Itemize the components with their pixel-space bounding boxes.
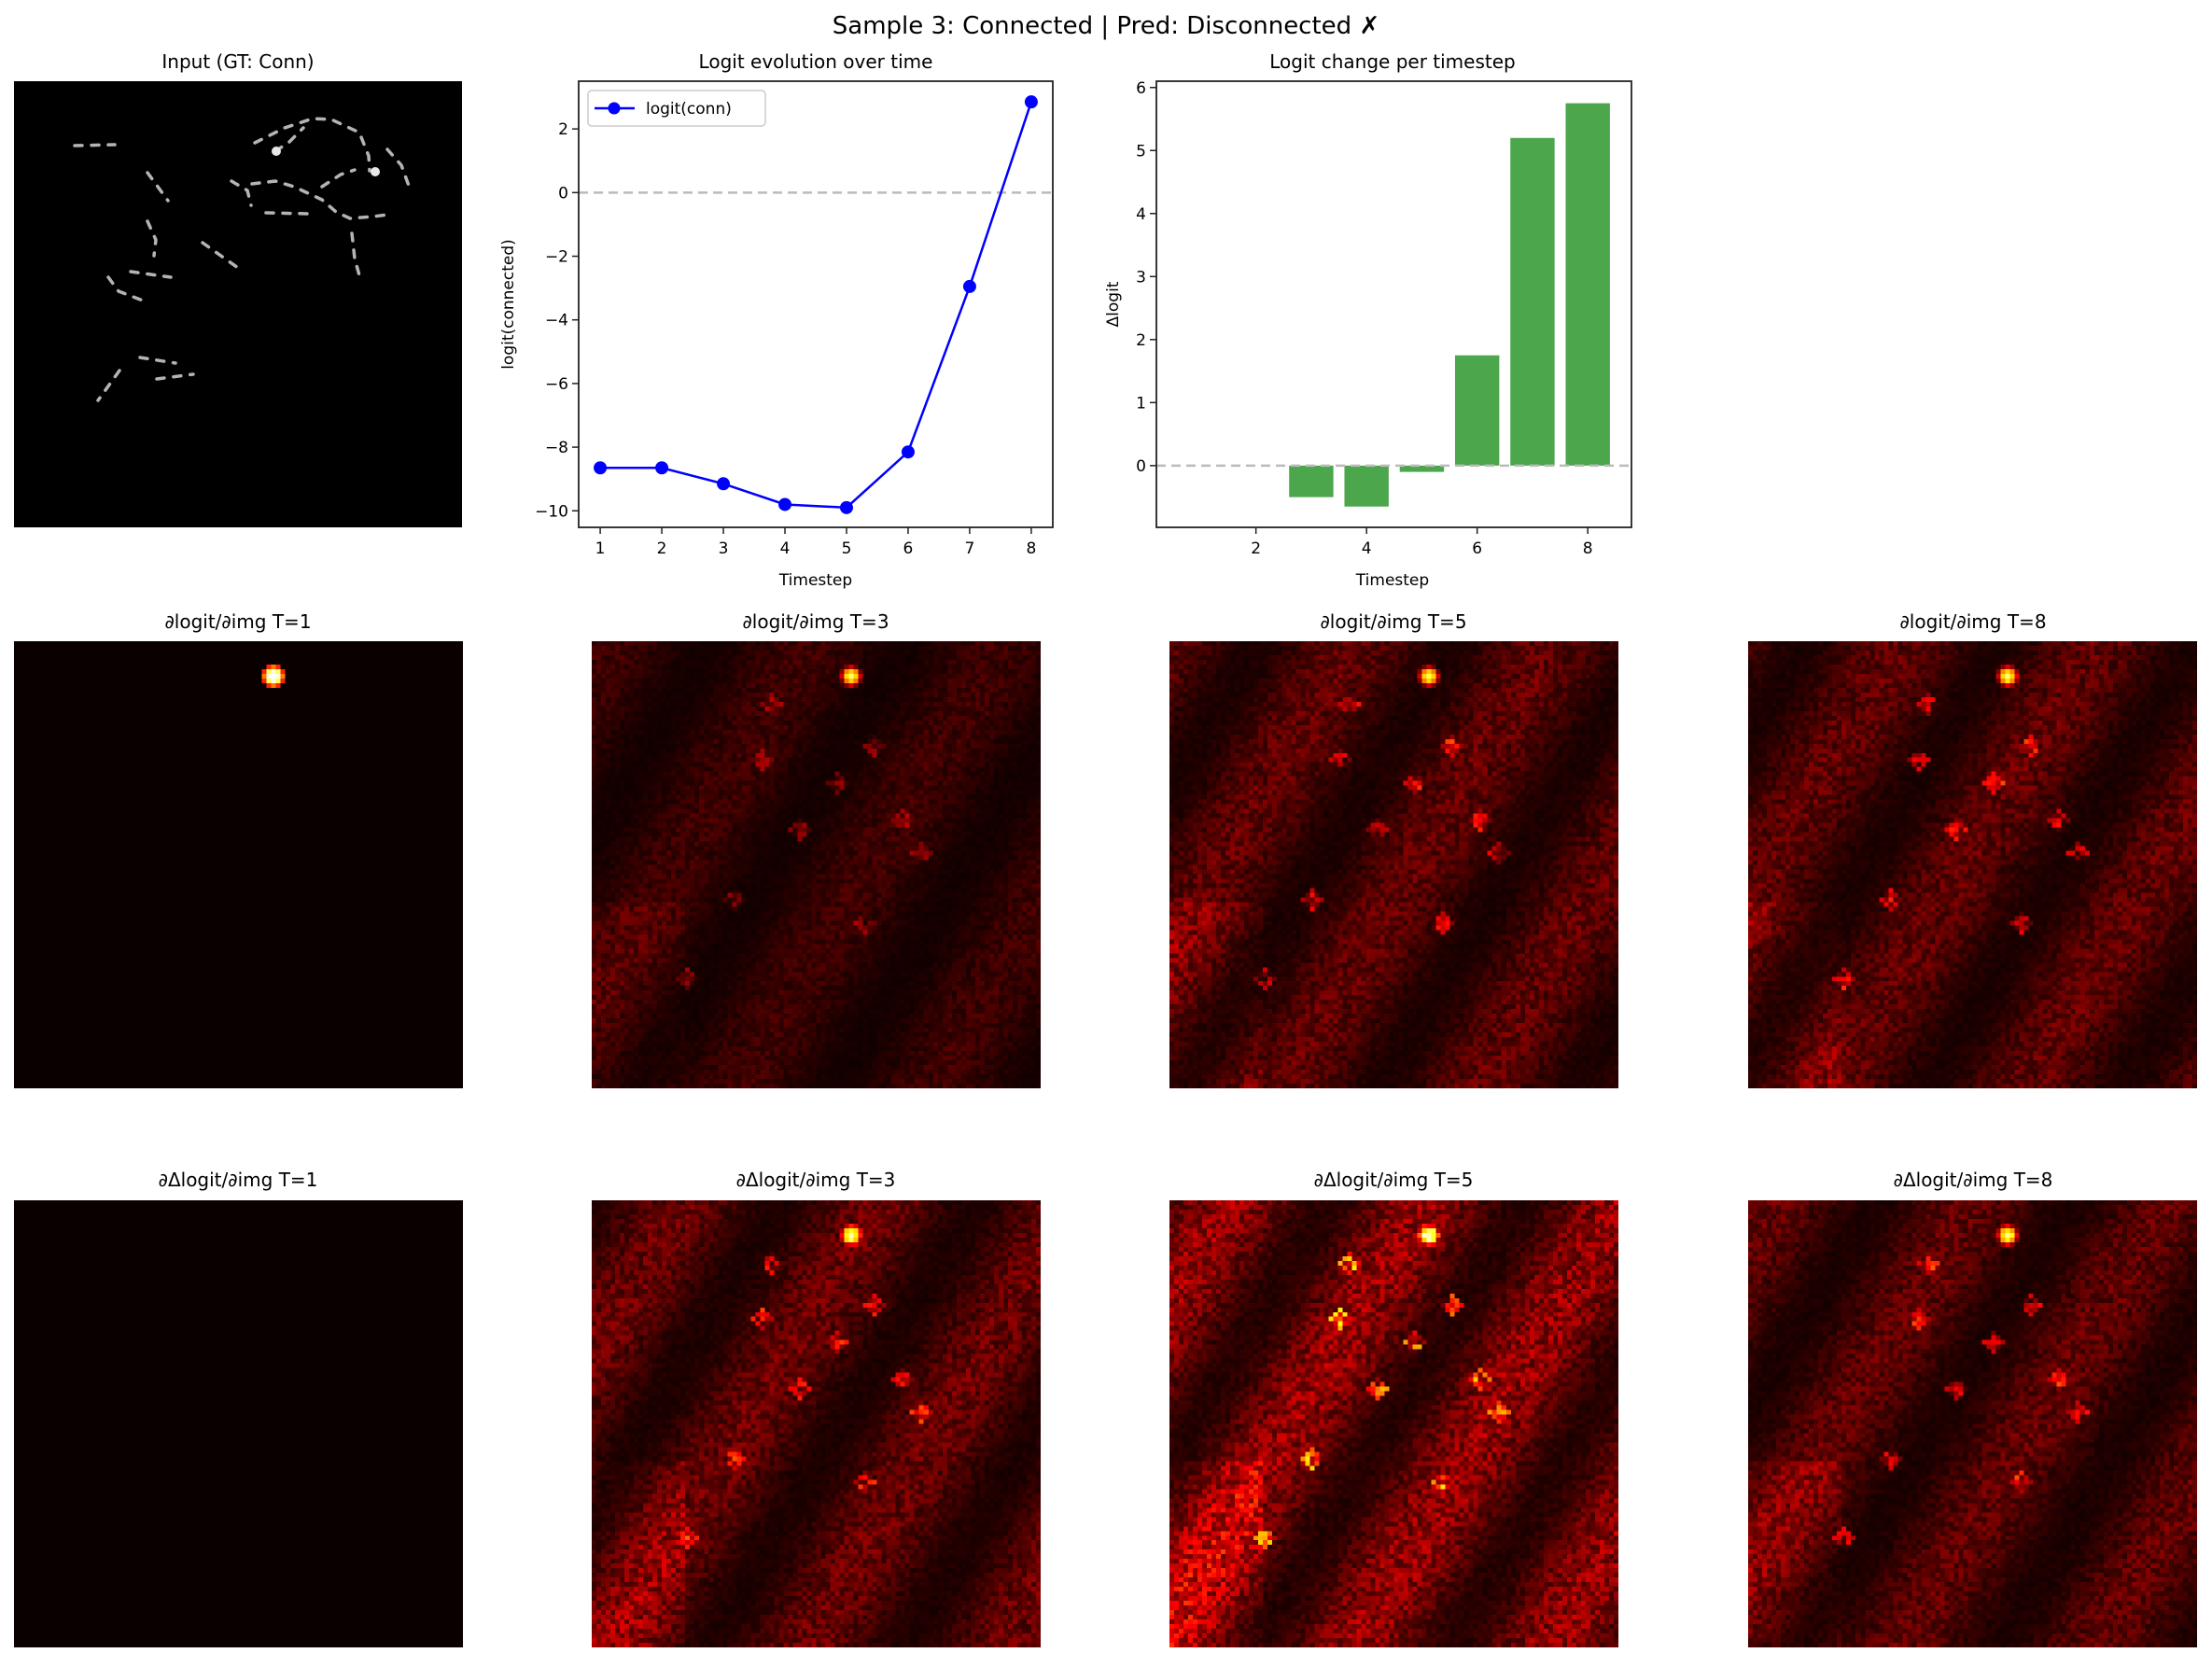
x-tick-label: 8 xyxy=(1583,539,1593,558)
heatmap-title: ∂logit/∂img T=1 xyxy=(164,610,311,633)
x-tick-label: 2 xyxy=(657,539,667,558)
x-tick-label: 6 xyxy=(903,539,914,558)
axes-frame xyxy=(1155,80,1632,528)
logit-evolution-chart: Logit evolution over time Timestep logit… xyxy=(499,50,1054,590)
dashed-path xyxy=(106,275,145,302)
bar xyxy=(1454,355,1500,466)
dashed-path xyxy=(201,241,240,270)
dashed-path xyxy=(250,179,389,220)
data-point xyxy=(594,461,608,475)
y-tick-label: 0 xyxy=(558,184,568,203)
grad-logit-heatmap-t3 xyxy=(592,641,1041,1088)
data-point xyxy=(717,477,731,491)
bar-chart-ylabel: Δlogit xyxy=(1104,281,1123,327)
data-point xyxy=(1024,95,1038,109)
data-point xyxy=(901,445,915,459)
data-point xyxy=(655,461,669,475)
dashed-path xyxy=(385,147,411,188)
dashed-path xyxy=(96,369,121,402)
x-tick-label: 4 xyxy=(1362,539,1372,558)
bar-chart-title: Logit change per timestep xyxy=(1269,50,1515,73)
x-tick-label: 7 xyxy=(965,539,975,558)
grad-delta-heatmap-t5 xyxy=(1169,1200,1618,1647)
logit-change-chart: Logit change per timestep Timestep Δlogi… xyxy=(1104,50,1632,590)
grad-logit-titles: ∂logit/∂img T=1 ∂logit/∂img T=3 ∂logit/∂… xyxy=(164,610,2046,633)
grad-delta-heatmap-t3 xyxy=(592,1200,1041,1647)
grad-logit-heatmap-t5 xyxy=(1169,641,1618,1088)
y-tick-label: −4 xyxy=(545,312,568,330)
dashed-path xyxy=(129,270,173,279)
x-tick-label: 6 xyxy=(1472,539,1482,558)
bar xyxy=(1289,465,1334,497)
x-tick-label: 2 xyxy=(1251,539,1261,558)
dashed-path xyxy=(73,143,117,147)
input-image xyxy=(14,81,462,527)
y-tick-label: 3 xyxy=(1136,268,1146,287)
data-point xyxy=(778,497,792,511)
y-tick-label: −10 xyxy=(535,502,568,521)
y-tick-label: 2 xyxy=(558,120,568,139)
bar-chart-xlabel: Timestep xyxy=(1355,571,1429,590)
x-tick-label: 8 xyxy=(1026,539,1036,558)
x-tick-label: 1 xyxy=(595,539,606,558)
axes-frame xyxy=(578,80,1054,528)
y-tick-label: 4 xyxy=(1136,205,1146,224)
dashed-path xyxy=(273,126,305,153)
legend: logit(conn) xyxy=(587,90,766,127)
y-tick-label: 2 xyxy=(1136,331,1146,350)
input-panel-title: Input (GT: Conn) xyxy=(161,50,314,73)
heatmap-title: ∂Δlogit/∂img T=3 xyxy=(736,1169,896,1191)
heatmap-title: ∂logit/∂img T=3 xyxy=(742,610,889,633)
dashed-path xyxy=(138,356,177,365)
y-tick-label: −6 xyxy=(545,375,568,394)
y-tick-label: 0 xyxy=(1136,457,1146,476)
y-tick-label: 6 xyxy=(1136,79,1146,98)
data-point xyxy=(839,500,853,514)
dashed-path xyxy=(146,171,170,203)
y-tick-label: 1 xyxy=(1136,394,1146,413)
grad-delta-titles: ∂Δlogit/∂img T=1 ∂Δlogit/∂img T=3 ∂Δlogi… xyxy=(159,1169,2053,1191)
legend-marker-icon xyxy=(608,102,621,115)
dashed-path xyxy=(230,179,253,207)
heatmap-title: ∂Δlogit/∂img T=1 xyxy=(159,1169,318,1191)
dashed-path xyxy=(350,231,361,277)
x-tick-label: 5 xyxy=(842,539,852,558)
dashed-path xyxy=(146,219,158,258)
grad-delta-heatmap-t1 xyxy=(14,1200,463,1647)
dashed-path xyxy=(155,372,195,381)
y-tick-label: 5 xyxy=(1136,142,1146,161)
grad-logit-heatmap-t8 xyxy=(1748,641,2197,1088)
x-tick-label: 3 xyxy=(719,539,729,558)
dashed-path xyxy=(253,117,371,173)
heatmap-title: ∂Δlogit/∂img T=8 xyxy=(1894,1169,2053,1191)
heatmap-title: ∂logit/∂img T=5 xyxy=(1320,610,1466,633)
line-chart-xlabel: Timestep xyxy=(778,571,852,590)
bar xyxy=(1399,465,1445,472)
line-chart-ylabel: logit(connected) xyxy=(499,239,518,370)
suptitle: Sample 3: Connected | Pred: Disconnected… xyxy=(833,12,1379,40)
heatmap-title: ∂Δlogit/∂img T=5 xyxy=(1314,1169,1474,1191)
legend-label: logit(conn) xyxy=(646,100,732,119)
data-point xyxy=(962,279,976,293)
bar xyxy=(1344,465,1389,507)
bar xyxy=(1510,137,1555,466)
heatmap-title: ∂logit/∂img T=8 xyxy=(1899,610,2046,633)
grad-delta-heatmap-t8 xyxy=(1748,1200,2197,1647)
y-tick-label: −8 xyxy=(545,439,568,457)
x-tick-label: 4 xyxy=(780,539,791,558)
dashed-path xyxy=(320,168,357,189)
line-chart-title: Logit evolution over time xyxy=(699,50,933,73)
y-tick-label: −2 xyxy=(545,248,568,267)
dashed-path xyxy=(264,211,310,216)
grad-logit-heatmap-t1 xyxy=(14,641,463,1088)
bar xyxy=(1565,103,1610,466)
series-line xyxy=(600,101,1033,510)
